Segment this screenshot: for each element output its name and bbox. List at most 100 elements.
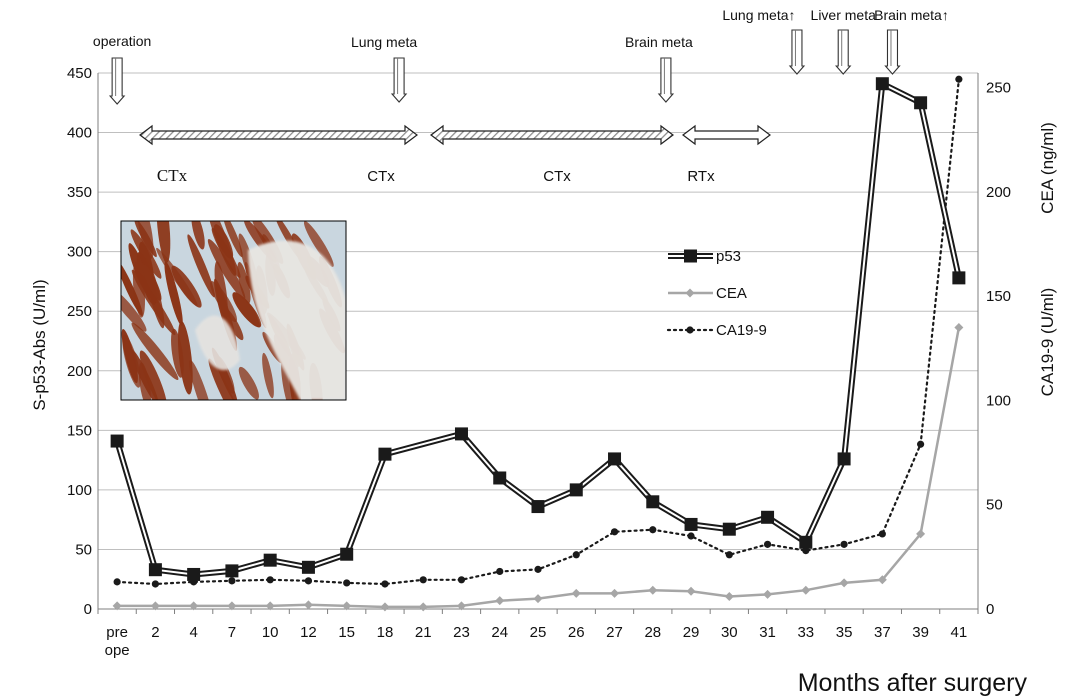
cea-point — [724, 591, 734, 601]
ca199-point — [496, 567, 504, 576]
p53-point — [340, 547, 354, 561]
stain-strand — [177, 321, 193, 395]
cea-point — [495, 596, 505, 606]
ca199-point — [878, 530, 886, 538]
p53-point — [493, 471, 507, 485]
cea-point — [801, 585, 811, 595]
y-left-tick-label: 50 — [75, 541, 92, 558]
y-left-tick-label: 150 — [67, 422, 92, 439]
cea-point — [916, 529, 926, 539]
x-tick-label: 27 — [606, 624, 623, 641]
cea-point — [227, 601, 237, 611]
p53-point — [837, 452, 851, 466]
ca199-point — [457, 576, 466, 584]
x-tick-label: 24 — [491, 624, 508, 641]
event-arrow — [108, 57, 126, 105]
stain-strand — [207, 238, 246, 300]
x-tick-label: 21 — [415, 624, 432, 641]
ca199-point — [113, 578, 121, 586]
x-tick-label: 29 — [683, 624, 700, 641]
legend-p53-label: p53 — [716, 248, 741, 265]
event-label: Liver meta — [811, 7, 877, 23]
ca199-point — [917, 440, 925, 448]
ca199-point — [802, 547, 810, 555]
x-tick-label: 23 — [453, 624, 470, 641]
p53-point — [110, 434, 124, 448]
y-right-tick-label: 50 — [986, 497, 1003, 514]
legend-cea-label: CEA — [716, 285, 747, 302]
ca199-point — [955, 75, 963, 83]
cea-point — [456, 601, 466, 611]
stain-strand — [303, 221, 334, 267]
ca199-point — [266, 576, 274, 584]
y-right-tick-label: 200 — [986, 184, 1011, 201]
stain-strand — [134, 221, 157, 258]
ca199-point — [419, 576, 427, 584]
stain-strand — [139, 350, 168, 400]
treatment-label: CTx — [157, 166, 188, 185]
p53-point — [722, 522, 736, 536]
stain-strand — [211, 227, 241, 279]
ca199-point — [304, 577, 313, 585]
cea-point — [610, 588, 620, 598]
histology-texture — [121, 221, 346, 400]
p53-point — [378, 447, 392, 461]
x-tick-label: 18 — [377, 624, 394, 641]
cea-point — [686, 586, 696, 596]
ca199-point — [840, 540, 848, 548]
stain-strand — [171, 328, 184, 378]
p53-point — [799, 535, 813, 549]
stain-strand — [187, 234, 215, 298]
stain-strand — [135, 270, 159, 304]
p53-point — [454, 427, 468, 441]
y-left-tick-label: 0 — [84, 601, 92, 618]
y-left-tick-label: 300 — [67, 244, 92, 261]
x-tick-label: 10 — [262, 624, 279, 641]
y-left-tick-label: 400 — [67, 125, 92, 142]
stain-strand — [138, 362, 151, 400]
p53-point — [531, 500, 545, 514]
y-left-title: S-p53-Abs (U/ml) — [30, 279, 49, 410]
cea-point — [418, 602, 428, 612]
p53-point — [301, 560, 315, 574]
stain-strand — [232, 292, 262, 328]
histology-image — [120, 220, 347, 401]
x-tick-label: 37 — [874, 624, 891, 641]
cea-point — [763, 589, 773, 599]
ca199-point — [763, 540, 772, 548]
event-arrow — [390, 57, 408, 103]
event-arrow — [788, 29, 806, 75]
stain-strand — [131, 322, 179, 381]
cea-point — [839, 578, 849, 588]
y-left-tick-label: 350 — [67, 184, 92, 201]
cea-point — [189, 601, 199, 611]
y-left-tick-label: 200 — [67, 363, 92, 380]
x-tick-label: 30 — [721, 624, 738, 641]
x-tick-label: 2 — [151, 624, 159, 641]
stain-strand — [164, 261, 183, 326]
stain-strand — [237, 261, 251, 304]
x-tick-label: 41 — [951, 624, 968, 641]
p53-point — [646, 495, 660, 509]
lumen — [195, 315, 240, 370]
ca199-point — [725, 551, 733, 559]
stain-strand — [281, 357, 295, 400]
cea-point — [533, 594, 543, 604]
cea-point — [380, 602, 390, 612]
stain-strand — [222, 221, 243, 258]
treatment-arrow — [430, 124, 674, 146]
x-tick-label: 4 — [189, 624, 197, 641]
p53-point — [914, 96, 928, 110]
y-right-tick-label: 0 — [986, 601, 994, 618]
y-right-title-cea: CEA (ng/ml) — [1038, 122, 1057, 214]
ca199-point — [381, 580, 389, 588]
event-label: Brain meta — [625, 34, 693, 50]
stain-strand — [238, 366, 259, 400]
stain-strand — [121, 287, 147, 332]
treatment-arrow — [682, 124, 771, 146]
event-arrow — [884, 29, 901, 75]
y-right-tick-label: 150 — [986, 288, 1011, 305]
treatment-label: CTx — [543, 168, 571, 185]
treatment-label: RTx — [687, 168, 715, 185]
